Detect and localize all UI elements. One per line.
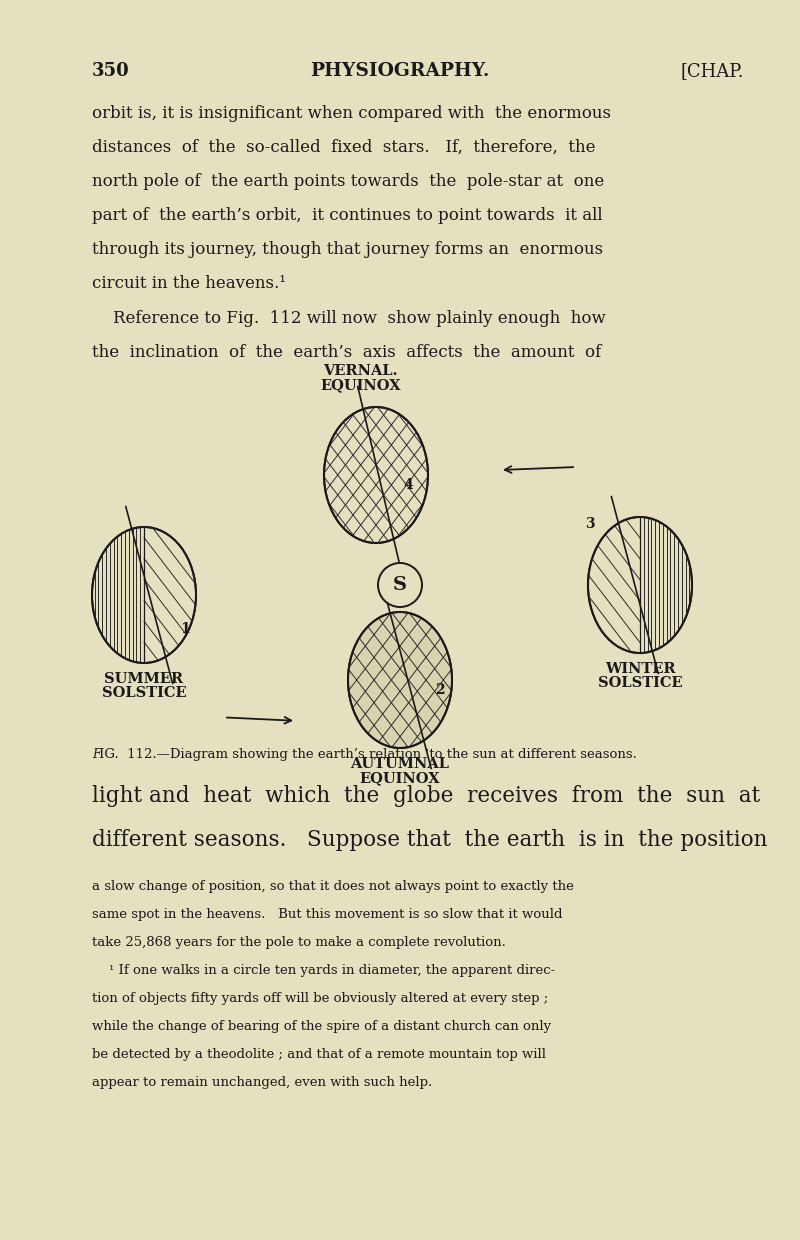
- Text: WINTER: WINTER: [605, 662, 675, 676]
- Text: AUTUMNAL: AUTUMNAL: [350, 756, 450, 771]
- Text: [CHAP.: [CHAP.: [681, 62, 744, 81]
- Text: the  inclination  of  the  earth’s  axis  affects  the  amount  of: the inclination of the earth’s axis affe…: [92, 343, 602, 361]
- Text: ¹ If one walks in a circle ten yards in diameter, the apparent direc-: ¹ If one walks in a circle ten yards in …: [92, 963, 555, 977]
- Ellipse shape: [348, 613, 452, 748]
- Text: SOLSTICE: SOLSTICE: [598, 676, 682, 689]
- Text: 4: 4: [403, 479, 413, 492]
- Text: SOLSTICE: SOLSTICE: [102, 686, 186, 701]
- Text: PHYSIOGRAPHY.: PHYSIOGRAPHY.: [310, 62, 490, 81]
- Text: F: F: [92, 748, 101, 761]
- Text: part of  the earth’s orbit,  it continues to point towards  it all: part of the earth’s orbit, it continues …: [92, 207, 602, 224]
- Text: tion of objects fifty yards off will be obviously altered at every step ;: tion of objects fifty yards off will be …: [92, 992, 548, 1004]
- Text: through its journey, though that journey forms an  enormous: through its journey, though that journey…: [92, 241, 603, 258]
- Text: appear to remain unchanged, even with such help.: appear to remain unchanged, even with su…: [92, 1076, 432, 1089]
- Text: orbit is, it is insignificant when compared with  the enormous: orbit is, it is insignificant when compa…: [92, 105, 611, 122]
- Text: light and  heat  which  the  globe  receives  from  the  sun  at: light and heat which the globe receives …: [92, 785, 760, 807]
- Text: SUMMER: SUMMER: [105, 672, 183, 686]
- Text: VERNAL.: VERNAL.: [323, 365, 398, 378]
- Text: different seasons.   Suppose that  the earth  is in  the position: different seasons. Suppose that the eart…: [92, 830, 767, 851]
- Text: 3: 3: [586, 517, 595, 531]
- Text: a slow change of position, so that it does not always point to exactly the: a slow change of position, so that it do…: [92, 880, 574, 893]
- Circle shape: [378, 563, 422, 608]
- Text: same spot in the heavens.   But this movement is so slow that it would: same spot in the heavens. But this movem…: [92, 908, 562, 921]
- Text: Reference to Fig.  112 will now  show plainly enough  how: Reference to Fig. 112 will now show plai…: [92, 310, 606, 327]
- Text: 1: 1: [181, 622, 190, 636]
- Ellipse shape: [588, 517, 692, 653]
- Text: IG.  112.—Diagram showing the earth’s relation ʾto the sun at different seasons.: IG. 112.—Diagram showing the earth’s rel…: [99, 748, 637, 761]
- Text: S: S: [393, 577, 407, 594]
- Text: while the change of bearing of the spire of a distant church can only: while the change of bearing of the spire…: [92, 1021, 551, 1033]
- Text: 350: 350: [92, 62, 130, 81]
- Text: EQUINOX: EQUINOX: [320, 378, 401, 392]
- Text: north pole of  the earth points towards  the  pole-star at  one: north pole of the earth points towards t…: [92, 174, 604, 190]
- Text: EQUINOX: EQUINOX: [360, 771, 440, 785]
- Text: distances  of  the  so-called  fixed  stars.   If,  therefore,  the: distances of the so-called fixed stars. …: [92, 139, 595, 156]
- Ellipse shape: [92, 527, 196, 663]
- Ellipse shape: [324, 407, 428, 543]
- Text: take 25,868 years for the pole to make a complete revolution.: take 25,868 years for the pole to make a…: [92, 936, 506, 949]
- Text: be detected by a theodolite ; and that of a remote mountain top will: be detected by a theodolite ; and that o…: [92, 1048, 546, 1061]
- Text: circuit in the heavens.¹: circuit in the heavens.¹: [92, 275, 286, 291]
- Text: 2: 2: [435, 683, 445, 697]
